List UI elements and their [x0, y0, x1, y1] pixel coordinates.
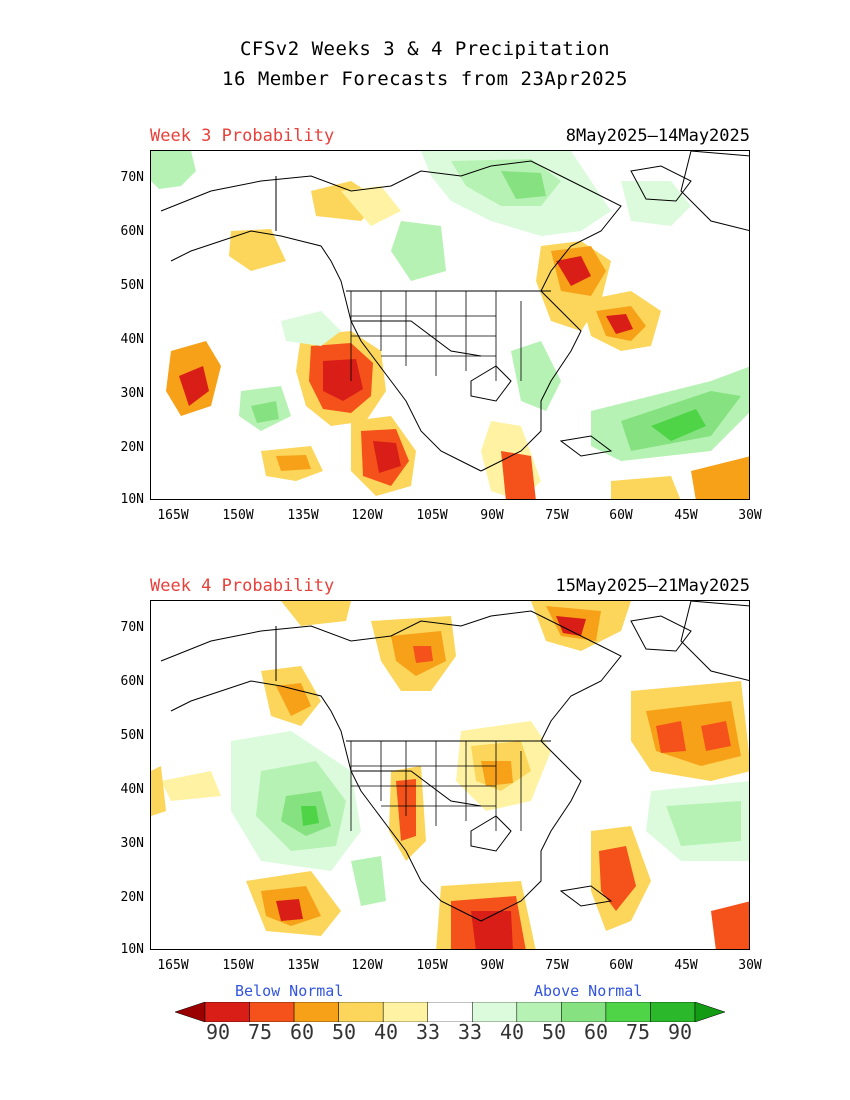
week3-xtick-120w: 120W	[351, 508, 383, 523]
week3-ytick-20n: 20N	[120, 440, 144, 455]
week4-ytick-20n: 20N	[120, 890, 144, 905]
week3-state-borders	[350, 291, 522, 381]
week4-xtick-105w: 105W	[416, 958, 448, 973]
week4-panel-label: Week 4 Probability	[150, 576, 335, 596]
legend-swatch	[427, 1002, 473, 1022]
legend-swatch	[516, 1002, 562, 1022]
week4-map	[150, 600, 750, 950]
legend-below-normal-label: Below Normal	[235, 982, 344, 1000]
week4-xtick-165w: 165W	[157, 958, 189, 973]
week4-xtick-120w: 120W	[351, 958, 383, 973]
week3-xtick-135w: 135W	[287, 508, 319, 523]
week3-ytick-60n: 60N	[120, 224, 144, 239]
week3-ytick-10n: 10N	[120, 492, 144, 507]
week3-panel-label: Week 3 Probability	[150, 126, 335, 146]
legend-value-label: 75	[247, 1020, 273, 1044]
week3-xtick-165w: 165W	[157, 508, 189, 523]
week4-state-borders	[350, 741, 522, 831]
week3-map	[150, 150, 750, 500]
legend-value-label: 40	[499, 1020, 525, 1044]
week4-ytick-60n: 60N	[120, 674, 144, 689]
legend-swatch	[650, 1002, 696, 1022]
week4-xtick-30w: 30W	[738, 958, 762, 973]
week3-xtick-30w: 30W	[738, 508, 762, 523]
legend-value-label: 75	[625, 1020, 651, 1044]
legend-swatch	[293, 1002, 339, 1022]
legend-value-label: 33	[415, 1020, 441, 1044]
week4-xtick-75w: 75W	[545, 958, 569, 973]
legend-arrow-right	[694, 1002, 725, 1022]
week3-ytick-70n: 70N	[120, 170, 144, 185]
week4-date-range: 15May2025—21May2025	[555, 576, 750, 596]
week4-coastlines	[160, 601, 749, 922]
legend-swatch	[204, 1002, 250, 1022]
legend-swatch	[605, 1002, 651, 1022]
legend-swatch	[338, 1002, 384, 1022]
week4-ytick-50n: 50N	[120, 728, 144, 743]
legend-swatch	[382, 1002, 428, 1022]
week3-xtick-150w: 150W	[222, 508, 254, 523]
week4-ytick-70n: 70N	[120, 620, 144, 635]
week3-ytick-30n: 30N	[120, 386, 144, 401]
week4-xtick-45w: 45W	[674, 958, 698, 973]
week4-xtick-60w: 60W	[609, 958, 633, 973]
figure-title-line-1: CFSv2 Weeks 3 & 4 Precipitation	[239, 38, 611, 60]
week4-xtick-90w: 90W	[480, 958, 504, 973]
week4-ytick-40n: 40N	[120, 782, 144, 797]
legend-value-label: 40	[373, 1020, 399, 1044]
legend-value-label: 60	[583, 1020, 609, 1044]
legend-above-normal-label: Above Normal	[534, 982, 643, 1000]
legend-value-label: 90	[667, 1020, 693, 1044]
legend-value-label: 90	[205, 1020, 231, 1044]
week3-xtick-60w: 60W	[609, 508, 633, 523]
legend-value-label: 50	[331, 1020, 357, 1044]
week3-ytick-40n: 40N	[120, 332, 144, 347]
week3-ytick-50n: 50N	[120, 278, 144, 293]
week4-ytick-10n: 10N	[120, 942, 144, 957]
legend-value-label: 50	[541, 1020, 567, 1044]
week4-ytick-30n: 30N	[120, 836, 144, 851]
week3-xtick-75w: 75W	[545, 508, 569, 523]
legend-arrow-left	[175, 1002, 206, 1022]
legend-value-label: 33	[457, 1020, 483, 1044]
week4-xtick-135w: 135W	[287, 958, 319, 973]
week4-xtick-150w: 150W	[222, 958, 254, 973]
figure-title-line-2: 16 Member Forecasts from 23Apr2025	[222, 68, 628, 90]
week3-date-range: 8May2025—14May2025	[565, 126, 750, 146]
week4-map-graphic	[151, 601, 749, 949]
week4-probability-shading	[151, 601, 749, 949]
week3-xtick-45w: 45W	[674, 508, 698, 523]
week3-xtick-90w: 90W	[480, 508, 504, 523]
week3-probability-shading	[151, 151, 749, 499]
legend-swatch	[249, 1002, 295, 1022]
week3-map-graphic	[151, 151, 749, 499]
legend-swatch	[472, 1002, 518, 1022]
week3-xtick-105w: 105W	[416, 508, 448, 523]
legend-value-label: 60	[289, 1020, 315, 1044]
legend-color-bar	[175, 1002, 725, 1022]
legend-swatch	[561, 1002, 607, 1022]
